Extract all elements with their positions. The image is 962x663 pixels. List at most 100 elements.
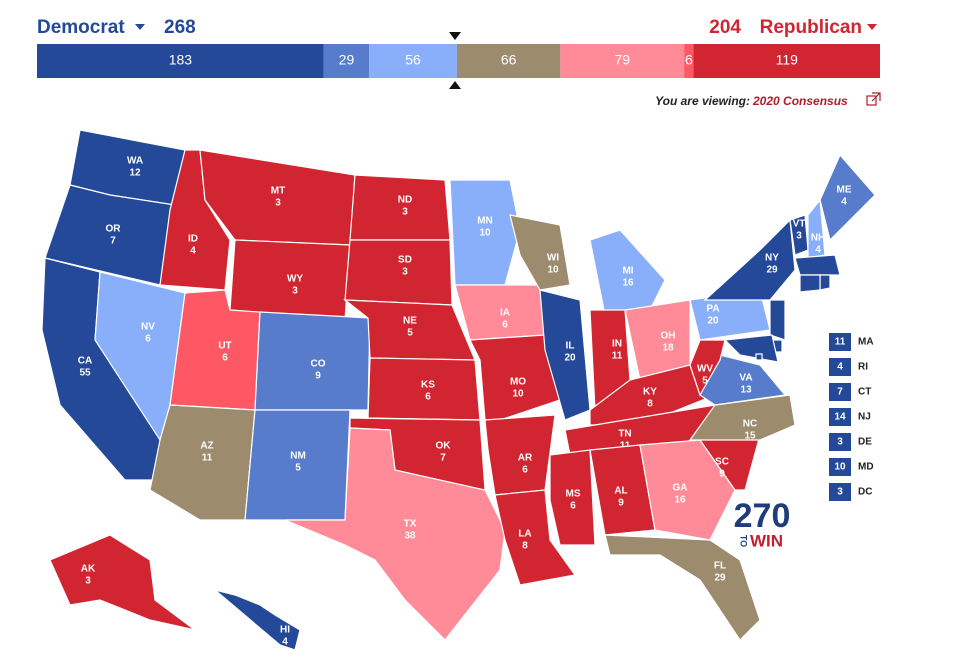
state-ev: 11	[202, 453, 213, 464]
legend-abbr: CT	[858, 387, 871, 398]
state-abbr: OR	[106, 224, 122, 235]
state-ev: 15	[744, 431, 756, 442]
state-abbr: NV	[141, 322, 155, 333]
state-shape	[819, 274, 831, 291]
state-shape	[549, 449, 596, 546]
state-abbr: IL	[566, 341, 575, 352]
republican-dropdown[interactable]	[867, 24, 877, 30]
state-abbr: AZ	[200, 441, 213, 452]
state-shape	[689, 339, 726, 397]
democrat-dropdown[interactable]	[135, 24, 145, 30]
viewing-prefix: You are viewing:	[655, 94, 750, 108]
state-abbr: ME	[837, 185, 852, 196]
bar-segment	[684, 44, 694, 78]
state-abbr: OK	[436, 441, 452, 452]
state-abbr: AL	[614, 486, 627, 497]
bar-segment-label: 29	[339, 52, 355, 68]
state-abbr: HI	[280, 625, 290, 636]
state-shape	[723, 334, 779, 363]
state-abbr: MT	[271, 186, 285, 197]
state-abbr: WY	[287, 274, 303, 285]
state-ev: 10	[547, 265, 559, 276]
state-abbr: GA	[673, 483, 688, 494]
state-ev: 4	[282, 637, 288, 648]
state-ev: 5	[407, 328, 413, 339]
state-ev: 4	[815, 245, 821, 256]
logo-to: TO	[739, 535, 749, 547]
state-ev: 8	[647, 399, 653, 410]
state-abbr: IN	[612, 339, 622, 350]
state-ev: 12	[129, 168, 141, 179]
state-shape	[349, 174, 451, 241]
state-ev: 55	[79, 368, 91, 379]
state-ev: 29	[714, 573, 726, 584]
state-abbr: KY	[643, 387, 657, 398]
state-shape	[769, 299, 786, 341]
legend-box	[829, 358, 851, 376]
state-shape	[794, 254, 841, 276]
state-abbr: NH	[811, 233, 825, 244]
legend-ev: 10	[834, 462, 846, 473]
bar-segment	[323, 44, 370, 78]
state-abbr: MN	[477, 216, 493, 227]
state-abbr: CA	[78, 356, 92, 367]
state-abbr: TX	[404, 519, 417, 530]
state-abbr: WV	[697, 364, 713, 375]
legend-ev: 3	[837, 437, 843, 448]
legend-ev: 3	[837, 487, 843, 498]
state-abbr: VT	[793, 219, 806, 230]
state-abbr: TN	[618, 429, 631, 440]
legend-abbr: MD	[858, 462, 874, 473]
logo-number: 270	[734, 497, 791, 535]
state-shape	[807, 198, 826, 259]
legend-ev: 11	[835, 337, 846, 348]
state-ev: 10	[479, 228, 491, 239]
state-ev: 18	[662, 343, 674, 354]
democrat-label[interactable]: Democrat	[37, 17, 125, 38]
republican-label[interactable]: Republican	[760, 17, 862, 38]
state-abbr: SC	[715, 457, 729, 468]
state-ev: 4	[190, 246, 196, 257]
bar-segment-label: 119	[776, 52, 799, 68]
legend-ev: 4	[837, 362, 843, 373]
state-abbr: AR	[518, 453, 533, 464]
state-abbr: AK	[81, 564, 96, 575]
legend-box	[829, 408, 851, 426]
state-ev: 6	[425, 392, 431, 403]
state-ev: 5	[702, 376, 708, 387]
legend-box	[829, 483, 851, 501]
state-ev: 38	[404, 531, 416, 542]
state-abbr: SD	[398, 255, 412, 266]
midpoint-marker	[449, 81, 461, 89]
state-shape	[639, 439, 736, 541]
state-shape	[344, 239, 453, 306]
logo[interactable]: 270 TO WIN	[734, 497, 791, 551]
external-link-icon[interactable]	[866, 92, 881, 106]
legend-box	[829, 458, 851, 476]
state-shape	[494, 489, 577, 586]
legend-abbr: MA	[858, 337, 874, 348]
democrat-total: 268	[164, 17, 196, 38]
bar-segment	[369, 44, 457, 78]
legend-abbr: DC	[858, 487, 872, 498]
legend-ev: 7	[837, 387, 843, 398]
state-ev: 10	[512, 389, 524, 400]
state-ev: 6	[522, 465, 528, 476]
seat-bar: 183 29 56 66 79 6 119	[37, 44, 880, 78]
state-shape	[819, 153, 876, 242]
state-abbr: UT	[218, 341, 231, 352]
state-abbr: ID	[188, 234, 198, 245]
state-ev: 6	[570, 501, 576, 512]
state-abbr: NE	[403, 316, 417, 327]
state-shape	[214, 589, 301, 651]
bar-segment	[37, 44, 324, 78]
bar-segment	[456, 44, 561, 78]
viewing-map-name[interactable]: 2020 Consensus	[752, 94, 848, 108]
state-ev: 13	[740, 385, 752, 396]
republican-total: 204	[709, 17, 741, 38]
state-shape	[799, 274, 821, 293]
legend-abbr: DE	[858, 437, 872, 448]
state-abbr: KS	[421, 380, 435, 391]
state-ev: 3	[402, 267, 408, 278]
state-ev: 6	[145, 334, 151, 345]
